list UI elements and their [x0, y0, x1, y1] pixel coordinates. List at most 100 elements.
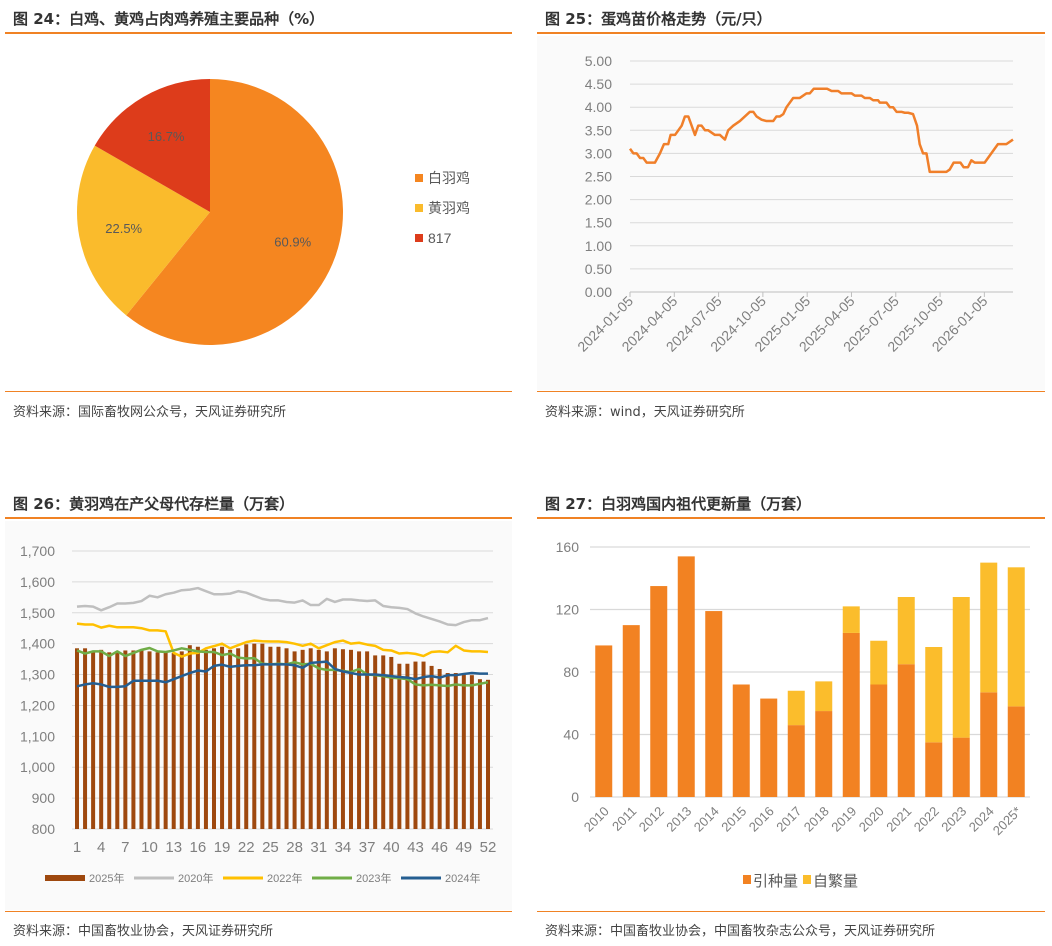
bar-imported [815, 711, 833, 797]
figure-27-bottom-rule [537, 911, 1045, 912]
bar-2025 [212, 648, 216, 829]
bar-2025 [316, 649, 321, 829]
figure-25-top-rule [537, 32, 1045, 34]
bar-imported [732, 684, 750, 797]
pie-data-label: 16.7% [148, 129, 185, 144]
series-line-2024 [76, 660, 488, 689]
bar-self-bred [897, 597, 915, 665]
legend-label: 白羽鸡 [428, 170, 470, 186]
y-tick-label: 1,100 [20, 728, 55, 744]
pie-slice [94, 79, 210, 212]
bar-2025 [405, 663, 410, 829]
bar-2025 [413, 661, 418, 829]
bar-2025 [373, 655, 378, 829]
bar-2025 [83, 648, 88, 829]
figure-24-title: 图 24：白鸡、黄鸡占肉鸡养殖主要品种（%） [13, 10, 325, 28]
x-tick-label: 46 [431, 839, 448, 856]
bar-2025 [340, 649, 345, 829]
bar-self-bred [815, 681, 833, 712]
chart-area-26 [5, 521, 512, 910]
y-tick-label: 5.00 [585, 53, 612, 69]
legend-label: 引种量 [753, 873, 798, 890]
bar-self-bred [1007, 567, 1025, 707]
x-tick-label: 52 [480, 839, 497, 856]
bar-2025 [284, 648, 289, 829]
x-tick-label: 2011 [609, 804, 639, 834]
x-tick-label: 2019 [828, 804, 859, 835]
x-tick-label: 16 [190, 839, 207, 856]
x-tick-label: 40 [383, 839, 400, 856]
figure-26-bottom-rule [5, 911, 512, 912]
bar-imported [677, 556, 695, 797]
x-tick-label: 2016 [746, 804, 777, 835]
bar-2025 [365, 651, 370, 829]
figure-26-source: 资料来源：中国畜牧业协会，天风证券研究所 [13, 924, 274, 939]
x-tick-label: 2015 [718, 804, 749, 835]
bar-imported [952, 737, 970, 797]
figure-27-top-rule [537, 517, 1045, 519]
bar-2025 [147, 651, 152, 829]
bar-2025 [91, 651, 96, 829]
bar-self-bred [842, 606, 860, 633]
legend-label: 自繁量 [813, 873, 858, 890]
bar-2025 [179, 651, 184, 829]
bar-2025 [469, 675, 474, 829]
bar-2025 [244, 644, 249, 829]
bar-2025 [381, 655, 386, 829]
bar-2025 [397, 663, 402, 829]
bar-2025 [187, 645, 192, 829]
y-tick-label: 0.00 [585, 284, 612, 300]
figure-26-top-rule [5, 517, 512, 519]
x-tick-label: 31 [310, 839, 327, 856]
y-tick-label: 4.50 [585, 76, 612, 92]
bar-2025 [461, 674, 466, 829]
bar-2025 [115, 652, 120, 829]
bar-imported [897, 664, 915, 797]
x-tick-label: 49 [455, 839, 472, 856]
bar-2025 [324, 651, 329, 829]
bar-imported [925, 742, 943, 797]
legend-swatch [415, 204, 423, 212]
pie-data-label: 22.5% [105, 221, 142, 236]
bar-2025 [155, 652, 160, 829]
pie-data-label: 60.9% [274, 234, 311, 249]
y-tick-label: 1,600 [20, 574, 55, 590]
figure-25-title: 图 25：蛋鸡苗价格走势（元/只） [545, 10, 772, 28]
y-tick-label: 120 [556, 602, 580, 618]
bar-2025 [268, 646, 273, 829]
y-tick-label: 800 [32, 821, 56, 837]
bar-2025 [236, 648, 241, 829]
y-tick-label: 0.50 [585, 261, 612, 277]
x-tick-label: 2017 [773, 804, 804, 835]
bar-2025 [131, 650, 136, 829]
bar-2025 [421, 661, 426, 829]
legend-label: 2022年 [267, 871, 302, 885]
bar-2025 [99, 649, 104, 829]
y-tick-label: 3.50 [585, 122, 612, 138]
legend-label: 黄羽鸡 [428, 200, 470, 216]
y-tick-label: 1,200 [20, 697, 55, 713]
legend-swatch [803, 875, 811, 884]
x-tick-label: 2020 [856, 804, 887, 835]
bar-2025 [107, 652, 112, 829]
y-tick-label: 1,500 [20, 605, 55, 621]
figure-25-source: 资料来源：wind，天风证券研究所 [545, 405, 745, 420]
y-tick-label: 1,400 [20, 636, 55, 652]
y-tick-label: 900 [32, 790, 56, 806]
bar-self-bred [925, 647, 943, 743]
x-tick-label: 22 [238, 839, 255, 856]
bar-2025 [75, 648, 79, 829]
x-tick-label: 2023 [938, 804, 969, 835]
pie-slice [76, 145, 210, 316]
x-tick-label: 2010 [581, 804, 612, 835]
x-tick-label: 37 [359, 839, 376, 856]
bar-2025 [220, 646, 225, 829]
series-line-2020 [76, 586, 489, 627]
x-tick-label: 13 [165, 839, 182, 856]
x-tick-label: 2014 [691, 804, 722, 835]
bar-2025 [437, 668, 442, 829]
bar-self-bred [980, 562, 998, 693]
y-tick-label: 40 [563, 727, 579, 743]
series-line-2022 [76, 622, 489, 658]
bar-imported [595, 645, 613, 797]
